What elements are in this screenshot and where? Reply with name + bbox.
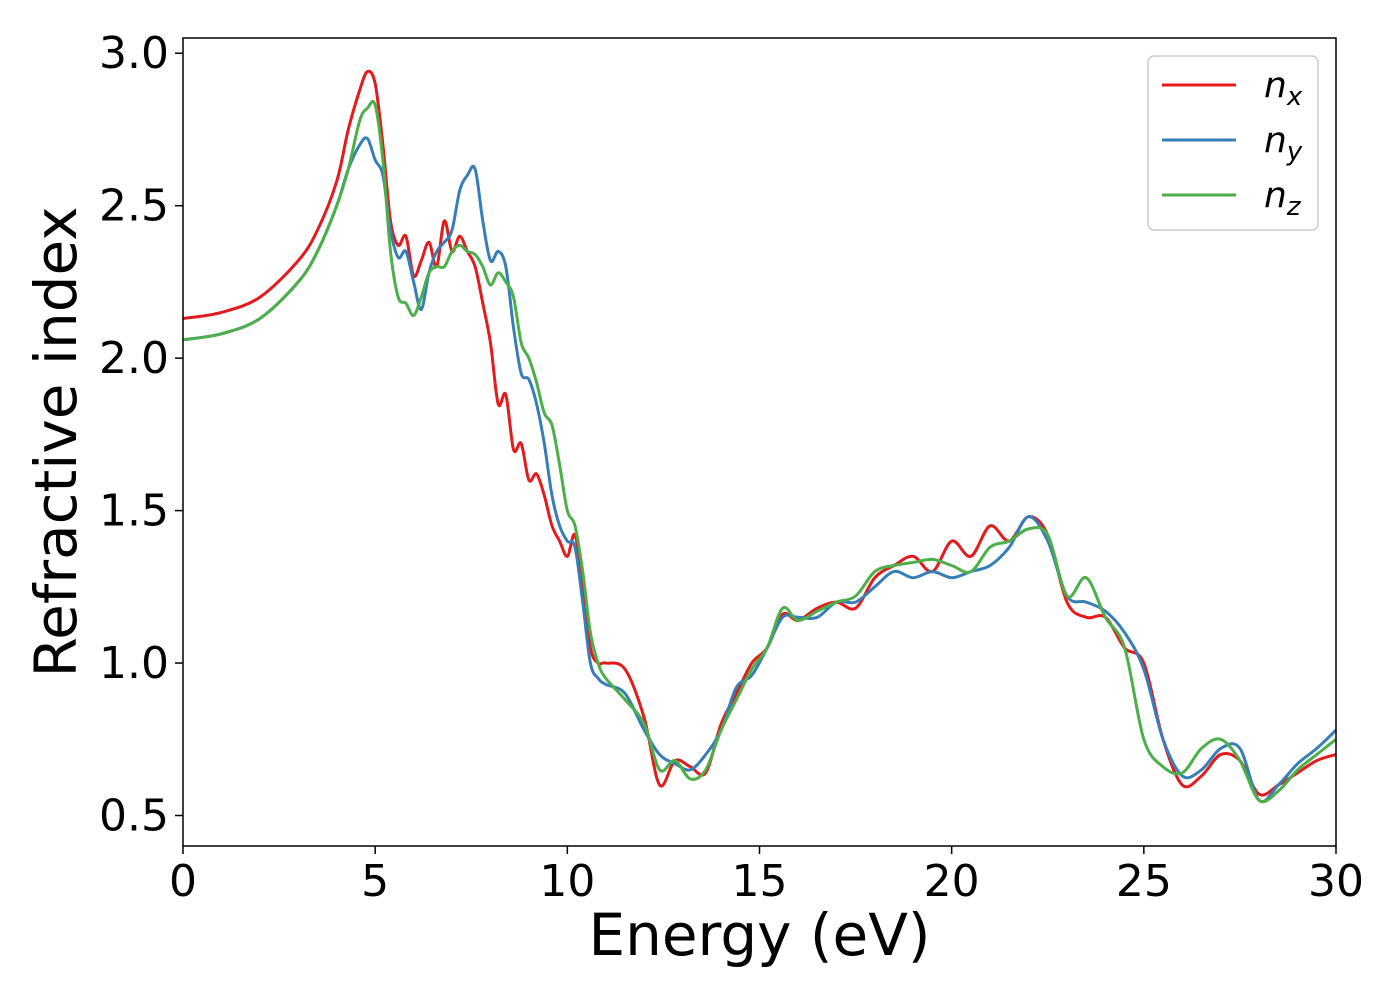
x-axis: 0 5 10 15 20 25 30 — [169, 846, 1364, 907]
y-tick-label: 2.0 — [99, 333, 169, 384]
legend-label-nx: nx — [1264, 65, 1303, 112]
legend-label-nz: nz — [1264, 175, 1302, 222]
x-tick-label: 20 — [924, 856, 980, 907]
x-axis-title: Energy (eV) — [588, 901, 930, 969]
y-tick-label: 0.5 — [99, 791, 169, 842]
legend-box — [1147, 55, 1319, 231]
x-tick-label: 5 — [361, 856, 389, 907]
x-tick-label: 25 — [1116, 856, 1172, 907]
y-axis-title: Refractive index — [22, 206, 90, 677]
x-tick-label: 30 — [1308, 856, 1364, 907]
legend: nx ny nz — [1147, 55, 1319, 231]
y-tick-label: 3.0 — [99, 28, 169, 79]
series-layer — [182, 69, 1338, 804]
series-line-ny — [182, 136, 1338, 804]
y-tick-label: 1.5 — [99, 486, 169, 537]
legend-label-ny: ny — [1264, 120, 1303, 167]
series-line-nz — [182, 100, 1337, 804]
series-line-nx — [182, 69, 1337, 797]
y-tick-label: 1.0 — [99, 638, 169, 689]
x-tick-label: 15 — [732, 856, 788, 907]
y-axis: 0.5 1.0 1.5 2.0 2.5 3.0 — [99, 28, 183, 842]
x-tick-label: 0 — [169, 856, 197, 907]
x-tick-label: 10 — [539, 856, 595, 907]
y-tick-label: 2.5 — [99, 181, 169, 232]
